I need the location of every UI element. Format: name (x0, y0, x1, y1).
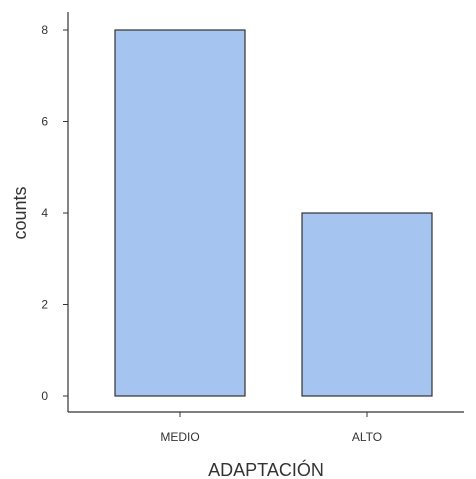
y-tick-label: 2 (41, 298, 48, 312)
y-tick-label: 0 (41, 389, 48, 403)
x-axis-ticks: MEDIO ALTO (160, 412, 382, 444)
y-axis-ticks: 0 2 4 6 8 (41, 23, 68, 403)
x-tick-label: ALTO (352, 430, 382, 444)
y-tick-label: 6 (41, 115, 48, 129)
bars-group (114, 29, 433, 397)
x-tick-label: MEDIO (160, 430, 199, 444)
x-axis-title: ADAPTACIÓN (208, 459, 324, 479)
bar-medio (114, 29, 246, 397)
y-tick-label: 8 (41, 23, 48, 37)
bar-alto (301, 212, 433, 397)
y-axis-title: counts (10, 186, 30, 239)
y-tick-label: 4 (41, 206, 48, 220)
